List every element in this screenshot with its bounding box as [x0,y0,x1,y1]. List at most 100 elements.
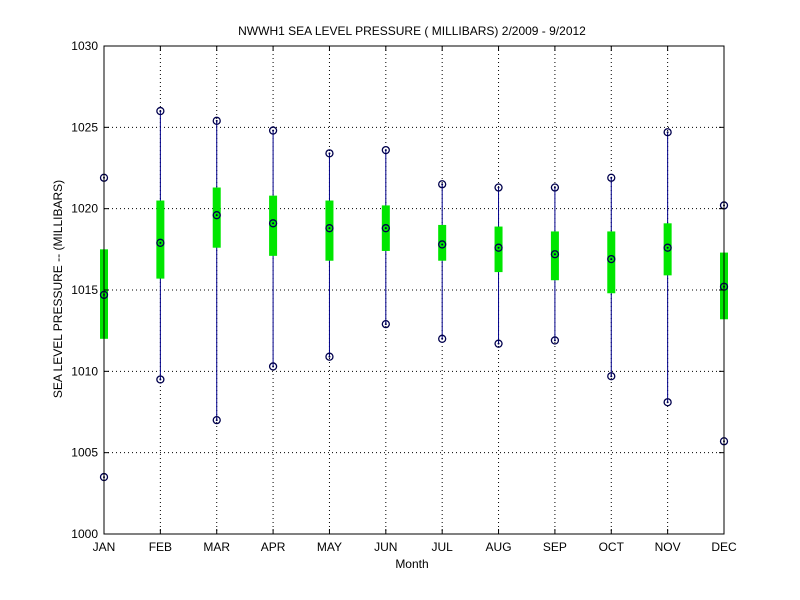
median-marker [494,243,503,252]
max-marker [381,145,390,155]
min-marker-dot [497,342,500,345]
box-apr [268,126,278,371]
y-tick-label: 1000 [71,527,98,541]
median-marker [268,219,278,228]
box-nov [663,128,672,407]
max-marker [550,183,560,192]
min-marker [268,362,278,371]
min-marker [438,334,447,343]
box-feb [156,106,165,384]
x-tick-label: JUL [432,540,454,554]
box-aug [494,183,503,348]
min-marker [550,336,560,345]
median-marker [212,211,221,220]
median-marker-dot [610,258,613,261]
y-tick-label: 1030 [71,39,98,53]
y-tick-label: 1005 [71,446,98,460]
min-marker [663,398,672,407]
min-marker-dot [610,375,613,378]
min-marker-dot [328,355,331,358]
max-marker [156,106,165,116]
chart-title: NWWH1 SEA LEVEL PRESSURE ( MILLIBARS) 2/… [238,24,586,38]
median-marker [381,224,390,233]
box-oct [607,173,616,381]
box-mar [212,116,221,425]
min-marker [325,352,334,361]
min-marker [607,372,616,381]
min-marker [494,339,503,348]
y-axis-label: SEA LEVEL PRESSURE -- (MILLIBARS) [51,180,65,398]
max-marker-dot [272,129,275,132]
median-marker-dot [272,222,275,225]
max-marker-dot [159,110,162,113]
x-tick-label: MAY [317,540,342,554]
x-tick-label: NOV [655,540,681,554]
max-marker [438,180,447,189]
x-axis-label: Month [395,557,428,571]
iqr-box [550,231,559,281]
x-tick-label: MAR [203,540,230,554]
median-marker [325,224,334,233]
max-marker [212,116,221,125]
iqr-box [663,223,672,276]
min-marker-dot [384,323,387,326]
median-marker-dot [384,227,387,230]
x-tick-label: JUN [374,540,397,554]
max-marker [494,183,503,192]
min-marker [212,415,221,425]
median-marker [607,254,616,264]
box-jul [438,180,447,343]
max-marker-dot [610,176,613,179]
max-marker-dot [666,131,669,134]
y-tick-label: 1015 [71,283,98,297]
box-jun [381,145,390,329]
max-marker [325,149,334,158]
ticks: 1000 1005 1010 1015 1020 1025 1030 JAN FEB MAR APR… [71,39,737,554]
iqr-box [325,200,334,261]
box-may [325,149,334,361]
min-marker [381,320,390,329]
iqr-box [438,224,447,261]
max-marker-dot [384,149,387,152]
median-marker [663,243,672,252]
min-marker [156,375,165,384]
min-marker-dot [666,401,669,404]
y-tick-label: 1020 [71,202,98,216]
x-tick-label: OCT [599,540,625,554]
min-marker-dot [215,419,218,422]
y-tick-label: 1025 [71,120,98,134]
x-tick-label: APR [261,540,286,554]
max-marker-dot [441,183,444,186]
max-marker-dot [497,186,500,189]
x-tick-label: DEC [711,540,737,554]
x-tick-label: FEB [149,540,172,554]
y-tick-label: 1010 [71,364,98,378]
x-tick-label: AUG [486,540,512,554]
median-marker-dot [159,241,162,244]
min-marker-dot [272,365,275,368]
box-sep [550,183,560,345]
median-marker-dot [553,253,556,256]
iqr-box [269,195,278,256]
x-tick-label: JAN [93,540,116,554]
median-marker [438,240,447,249]
iqr-box [212,187,221,248]
max-marker-dot [215,119,218,122]
median-marker-dot [215,214,218,217]
median-marker-dot [497,246,500,249]
max-marker-dot [553,186,556,189]
x-tick-label: SEP [543,540,567,554]
median-marker-dot [666,246,669,249]
median-marker [156,238,165,247]
iqr-box [494,226,503,273]
max-marker [663,128,672,137]
median-marker-dot [328,227,331,230]
median-marker-dot [441,243,444,246]
max-marker [607,173,616,182]
min-marker-dot [553,339,556,342]
min-marker-dot [441,337,444,340]
max-marker [268,126,278,135]
min-marker-dot [159,378,162,381]
